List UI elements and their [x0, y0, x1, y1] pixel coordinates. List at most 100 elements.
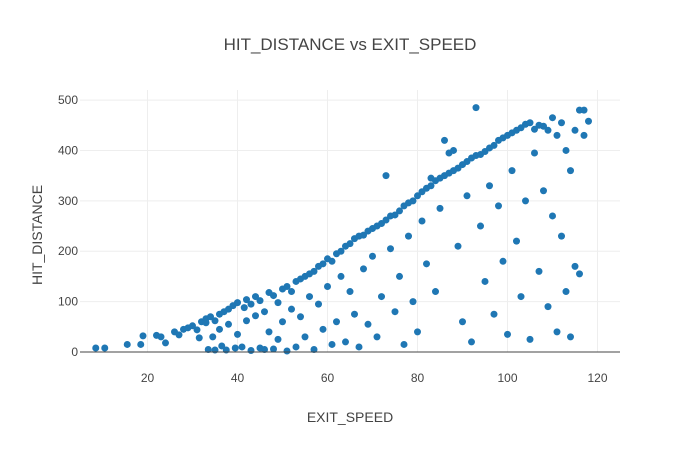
data-point[interactable]: [531, 149, 538, 157]
data-point[interactable]: [495, 202, 502, 210]
data-point[interactable]: [517, 293, 525, 301]
data-point[interactable]: [405, 232, 412, 240]
data-point[interactable]: [571, 262, 579, 270]
data-point[interactable]: [193, 326, 201, 334]
data-point[interactable]: [315, 300, 322, 308]
data-point[interactable]: [319, 325, 327, 333]
data-point[interactable]: [157, 333, 165, 341]
data-point[interactable]: [204, 345, 212, 353]
data-point[interactable]: [240, 304, 248, 312]
data-point[interactable]: [369, 252, 376, 260]
data-point[interactable]: [387, 245, 394, 253]
data-point[interactable]: [540, 122, 547, 130]
data-point[interactable]: [270, 345, 277, 353]
data-point[interactable]: [450, 146, 457, 154]
data-point[interactable]: [137, 340, 145, 348]
data-point[interactable]: [101, 344, 109, 352]
data-point[interactable]: [288, 288, 295, 296]
data-point[interactable]: [346, 240, 354, 248]
data-point[interactable]: [243, 317, 250, 325]
data-point[interactable]: [328, 340, 336, 348]
data-point[interactable]: [468, 338, 475, 346]
data-point[interactable]: [562, 288, 570, 296]
data-point[interactable]: [558, 119, 565, 127]
data-point[interactable]: [553, 131, 561, 139]
data-point[interactable]: [328, 257, 336, 265]
data-point[interactable]: [526, 119, 534, 127]
data-point[interactable]: [382, 216, 390, 224]
data-point[interactable]: [373, 333, 381, 341]
data-point[interactable]: [490, 310, 498, 318]
data-point[interactable]: [580, 131, 588, 139]
data-point[interactable]: [558, 232, 565, 240]
data-point[interactable]: [580, 106, 588, 114]
data-point[interactable]: [310, 267, 318, 275]
data-point[interactable]: [441, 136, 448, 144]
data-point[interactable]: [123, 340, 131, 348]
data-point[interactable]: [265, 328, 273, 336]
data-point[interactable]: [333, 318, 340, 326]
data-point[interactable]: [490, 141, 498, 149]
data-point[interactable]: [454, 242, 462, 250]
data-point[interactable]: [535, 267, 543, 275]
data-point[interactable]: [562, 146, 570, 154]
data-point[interactable]: [391, 308, 399, 316]
data-point[interactable]: [346, 288, 354, 296]
data-point[interactable]: [585, 117, 592, 125]
data-point[interactable]: [414, 328, 421, 336]
data-point[interactable]: [306, 293, 313, 301]
data-point[interactable]: [567, 167, 574, 175]
data-point[interactable]: [234, 330, 241, 338]
data-point[interactable]: [418, 217, 426, 225]
data-point[interactable]: [463, 192, 471, 200]
data-point[interactable]: [252, 293, 259, 301]
data-point[interactable]: [310, 345, 318, 353]
data-point[interactable]: [544, 126, 552, 134]
data-point[interactable]: [288, 305, 295, 313]
data-point[interactable]: [297, 313, 304, 321]
data-point[interactable]: [378, 293, 385, 301]
data-point[interactable]: [247, 346, 255, 354]
data-point[interactable]: [342, 338, 349, 346]
data-point[interactable]: [261, 345, 268, 353]
data-point[interactable]: [209, 333, 217, 341]
data-point[interactable]: [409, 197, 417, 205]
data-point[interactable]: [189, 322, 196, 330]
data-point[interactable]: [553, 328, 561, 336]
data-point[interactable]: [571, 126, 579, 134]
data-point[interactable]: [274, 335, 282, 343]
data-point[interactable]: [544, 303, 552, 311]
data-point[interactable]: [409, 298, 417, 306]
data-point[interactable]: [283, 347, 291, 355]
data-point[interactable]: [472, 104, 480, 112]
data-point[interactable]: [301, 333, 309, 341]
data-point[interactable]: [324, 283, 331, 290]
data-point[interactable]: [414, 192, 421, 200]
data-point[interactable]: [432, 288, 439, 296]
data-point[interactable]: [283, 283, 291, 290]
data-point[interactable]: [252, 312, 259, 320]
data-point[interactable]: [225, 320, 232, 328]
data-point[interactable]: [243, 296, 250, 304]
data-point[interactable]: [238, 343, 246, 351]
data-point[interactable]: [486, 182, 493, 190]
data-point[interactable]: [522, 197, 529, 205]
data-point[interactable]: [162, 339, 169, 347]
data-point[interactable]: [270, 292, 277, 300]
data-point[interactable]: [360, 265, 367, 273]
data-point[interactable]: [231, 344, 239, 352]
data-point[interactable]: [234, 299, 241, 307]
data-point[interactable]: [459, 318, 466, 326]
data-point[interactable]: [211, 317, 219, 325]
data-point[interactable]: [256, 297, 264, 305]
data-point[interactable]: [499, 257, 507, 265]
data-point[interactable]: [218, 342, 226, 350]
data-point[interactable]: [355, 343, 363, 351]
data-point[interactable]: [576, 270, 583, 278]
data-point[interactable]: [400, 340, 408, 348]
data-point[interactable]: [513, 237, 520, 245]
data-point[interactable]: [337, 272, 345, 280]
data-point[interactable]: [364, 320, 372, 328]
data-point[interactable]: [292, 343, 300, 351]
data-point[interactable]: [207, 313, 214, 321]
